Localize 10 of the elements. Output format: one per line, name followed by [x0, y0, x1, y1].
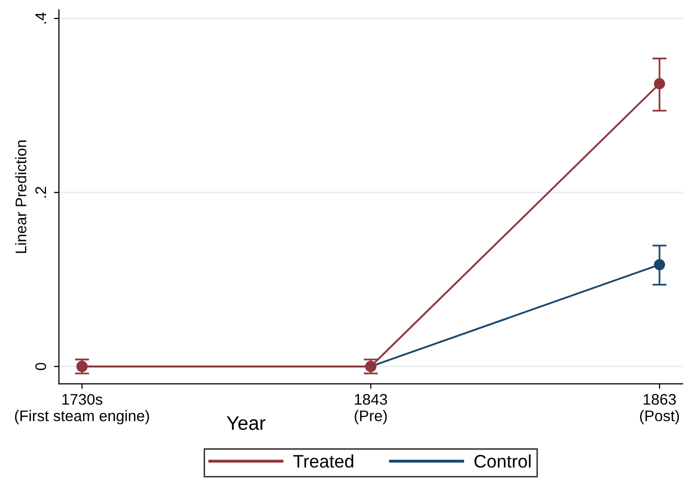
y-tick-label: 0 — [35, 362, 46, 370]
legend-label: Treated — [293, 454, 354, 468]
legend-label: Control — [474, 454, 531, 468]
x-tick-label: 1863 (Post) — [640, 394, 679, 424]
x-axis-title: Year — [226, 416, 266, 430]
y-tick-label: .2 — [35, 186, 46, 198]
y-tick-label: .4 — [36, 12, 46, 24]
x-tick-label: 1730s (First steam engine) — [15, 394, 149, 424]
y-axis-title: Linear Prediction — [15, 140, 26, 253]
x-tick-label: 1843 (Pre) — [354, 394, 388, 424]
